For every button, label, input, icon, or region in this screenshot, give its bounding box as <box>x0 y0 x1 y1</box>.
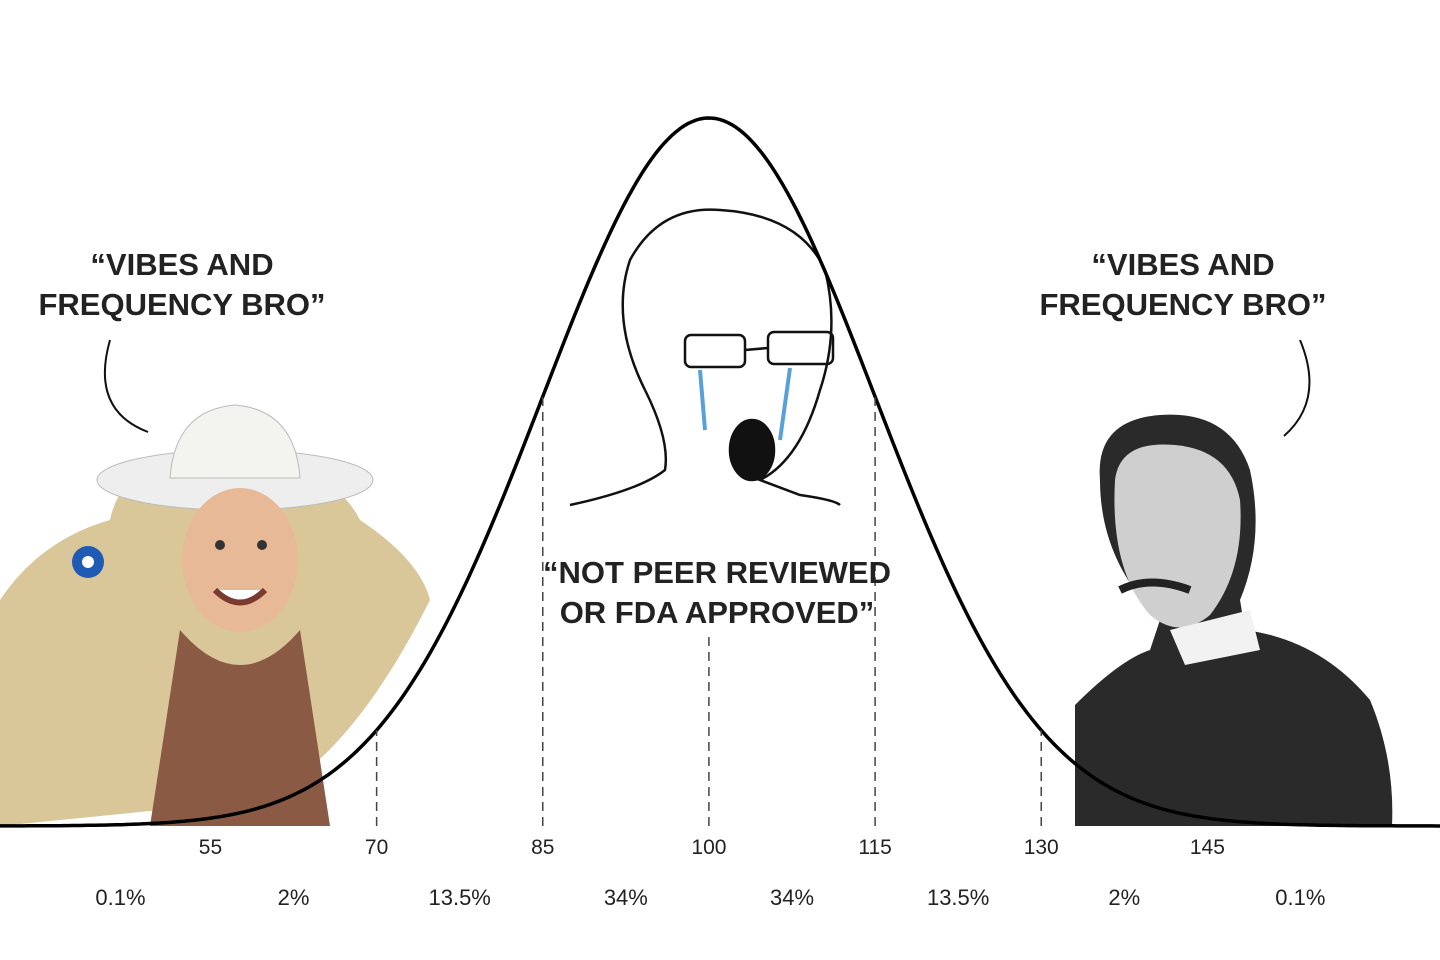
x-tick-label: 145 <box>1190 836 1225 859</box>
x-tick-label: 130 <box>1024 836 1059 859</box>
quote-line: “VIBES AND <box>90 247 273 282</box>
right-figure <box>1075 414 1393 826</box>
x-tick-label: 55 <box>199 836 222 859</box>
x-tick-label: 70 <box>365 836 388 859</box>
quote-line: FREQUENCY BRO” <box>38 287 325 322</box>
quote-line: OR FDA APPROVED” <box>560 595 875 630</box>
bell-curve <box>0 116 1440 828</box>
band-percentage: 34% <box>770 885 814 910</box>
quote-line: “VIBES AND <box>1091 247 1274 282</box>
quote-line: “NOT PEER REVIEWED <box>543 555 891 590</box>
band-percentage: 13.5% <box>927 885 989 910</box>
band-percentage: 0.1% <box>1275 885 1325 910</box>
chart-layer: 55 70 85 100 115 130 145 0.1% 2% 13.5% 34% 34% 13.5%… <box>0 116 1440 910</box>
band-percentage: 13.5% <box>428 885 490 910</box>
band-percentage: 2% <box>278 885 310 910</box>
callout-line <box>1283 339 1311 437</box>
left-figure <box>0 404 430 826</box>
band-percentage: 0.1% <box>95 885 145 910</box>
band-percentage: 2% <box>1108 885 1140 910</box>
quote-line: FREQUENCY BRO” <box>1039 287 1326 322</box>
x-tick-label: 115 <box>858 836 891 859</box>
callout-line <box>103 339 149 433</box>
x-tick-label: 85 <box>531 836 554 859</box>
wojak-sketch <box>569 208 841 507</box>
band-percentage: 34% <box>604 885 648 910</box>
x-tick-label: 100 <box>691 836 726 859</box>
